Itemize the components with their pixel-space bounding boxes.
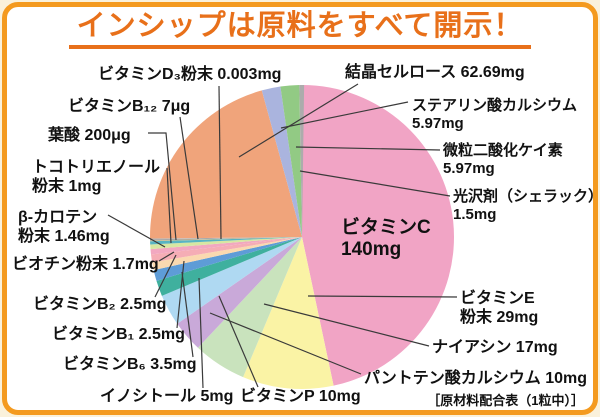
leader-line-vitamin-b1	[176, 260, 185, 329]
leader-line-inositol	[198, 277, 204, 389]
pie-slice-vitamin-b2	[151, 237, 302, 263]
pie-slice-vitamin-c	[302, 85, 455, 386]
label-calcium-stearate: ステアリン酸カルシウム 5.97mg	[412, 96, 577, 132]
label-crystalline-cellulose: 結晶セルロース 62.69mg	[345, 62, 525, 81]
pie-slice-silicon-dioxide	[280, 85, 302, 238]
label-silicon-dioxide: 微粒二酸化ケイ素 5.97mg	[442, 141, 563, 177]
pie-slice-biotin	[150, 237, 302, 255]
label-calcium-pantothenate: パントテン酸カルシウム 10mg	[364, 368, 587, 387]
title-banner: インシップは原料をすべて開示！	[0, 9, 600, 49]
label-vitamin-b2: ビタミンB₂ 2.5mg	[33, 295, 166, 313]
pie-slice-vitamin-e	[243, 237, 334, 389]
leader-lines	[107, 83, 458, 389]
label-vitamin-d3: ビタミンD₃粉末 0.003mg	[98, 64, 281, 83]
label-vitamin-c: ビタミンC 140mg	[341, 216, 431, 260]
pie-slice-tocotrienol	[150, 237, 302, 245]
leader-line-tocotrienol	[166, 167, 172, 244]
pie-slice-vitamin-d3	[150, 237, 302, 240]
pie-slice-vitamin-p	[161, 237, 302, 324]
pie-slice-folic-acid	[150, 237, 302, 242]
label-niacin: ナイアシン 17mg	[432, 338, 558, 356]
leader-line-folic-acid	[148, 132, 177, 241]
label-vitamin-b1: ビタミンB₁ 2.5mg	[52, 325, 185, 343]
label-vitamin-e: ビタミンE 粉末 29mg	[460, 289, 538, 326]
label-folic-acid: 葉酸 200μg	[47, 125, 131, 144]
pie-slice-beta-carotene	[150, 237, 302, 250]
pie-slices	[150, 84, 455, 389]
pie-slice-inositol	[156, 237, 302, 296]
label-vitamin-b6: ビタミンB₆ 3.5mg	[63, 355, 197, 373]
label-vitamin-b12: ビタミンB₁₂ 7μg	[68, 97, 190, 115]
ingredient-table-note: ［原材料配合表（1粒中）］	[427, 393, 584, 408]
pie-slice-crystalline-cellulose	[150, 90, 302, 239]
callout-labels: ビタミンC 140mg ビタミンE 粉末 29mg ナイアシン 17mg パントテン酸カル…	[12, 62, 600, 405]
leader-line-biotin	[158, 251, 175, 262]
pie-slice-niacin	[197, 237, 302, 378]
pie-slice-calcium-pantothenate	[177, 237, 302, 348]
pie-slice-vitamin-b6	[153, 237, 302, 281]
label-beta-carotene: β-カロテン粉末 1.46mg	[18, 208, 110, 245]
leader-line-calcium-stearate	[280, 101, 409, 129]
label-vitamin-p: ビタミンP 10mg	[240, 387, 361, 405]
pie-slice-vitamin-b1	[152, 237, 302, 271]
label-biotin: ビオチン粉末 1.7mg	[12, 254, 159, 273]
label-shellac: 光沢剤（シェラック） 1.5mg	[452, 187, 600, 223]
leader-line-vitamin-e	[307, 295, 458, 298]
leader-line-crystalline-cellulose	[238, 83, 359, 158]
leader-line-niacin	[263, 303, 430, 347]
leader-line-vitamin-b6	[181, 271, 194, 358]
leader-line-calcium-pantothenate	[209, 312, 362, 375]
leader-line-vitamin-p	[218, 295, 259, 388]
leader-line-vitamin-d3	[218, 85, 222, 240]
page-title: インシップは原料をすべて開示！	[68, 9, 532, 49]
label-tocotrienol: トコトリエノール粉末 1mg	[32, 159, 160, 195]
leader-line-shellac	[299, 170, 451, 197]
leader-line-vitamin-b2	[154, 254, 177, 298]
pie-slice-calcium-stearate	[261, 86, 302, 237]
pie-slice-vitamin-b12	[150, 237, 302, 241]
leader-line-vitamin-b12	[179, 116, 199, 240]
leader-line-beta-carotene	[107, 214, 166, 248]
leader-line-silicon-dioxide	[295, 146, 441, 151]
label-inositol: イノシトール 5mg	[100, 388, 233, 405]
